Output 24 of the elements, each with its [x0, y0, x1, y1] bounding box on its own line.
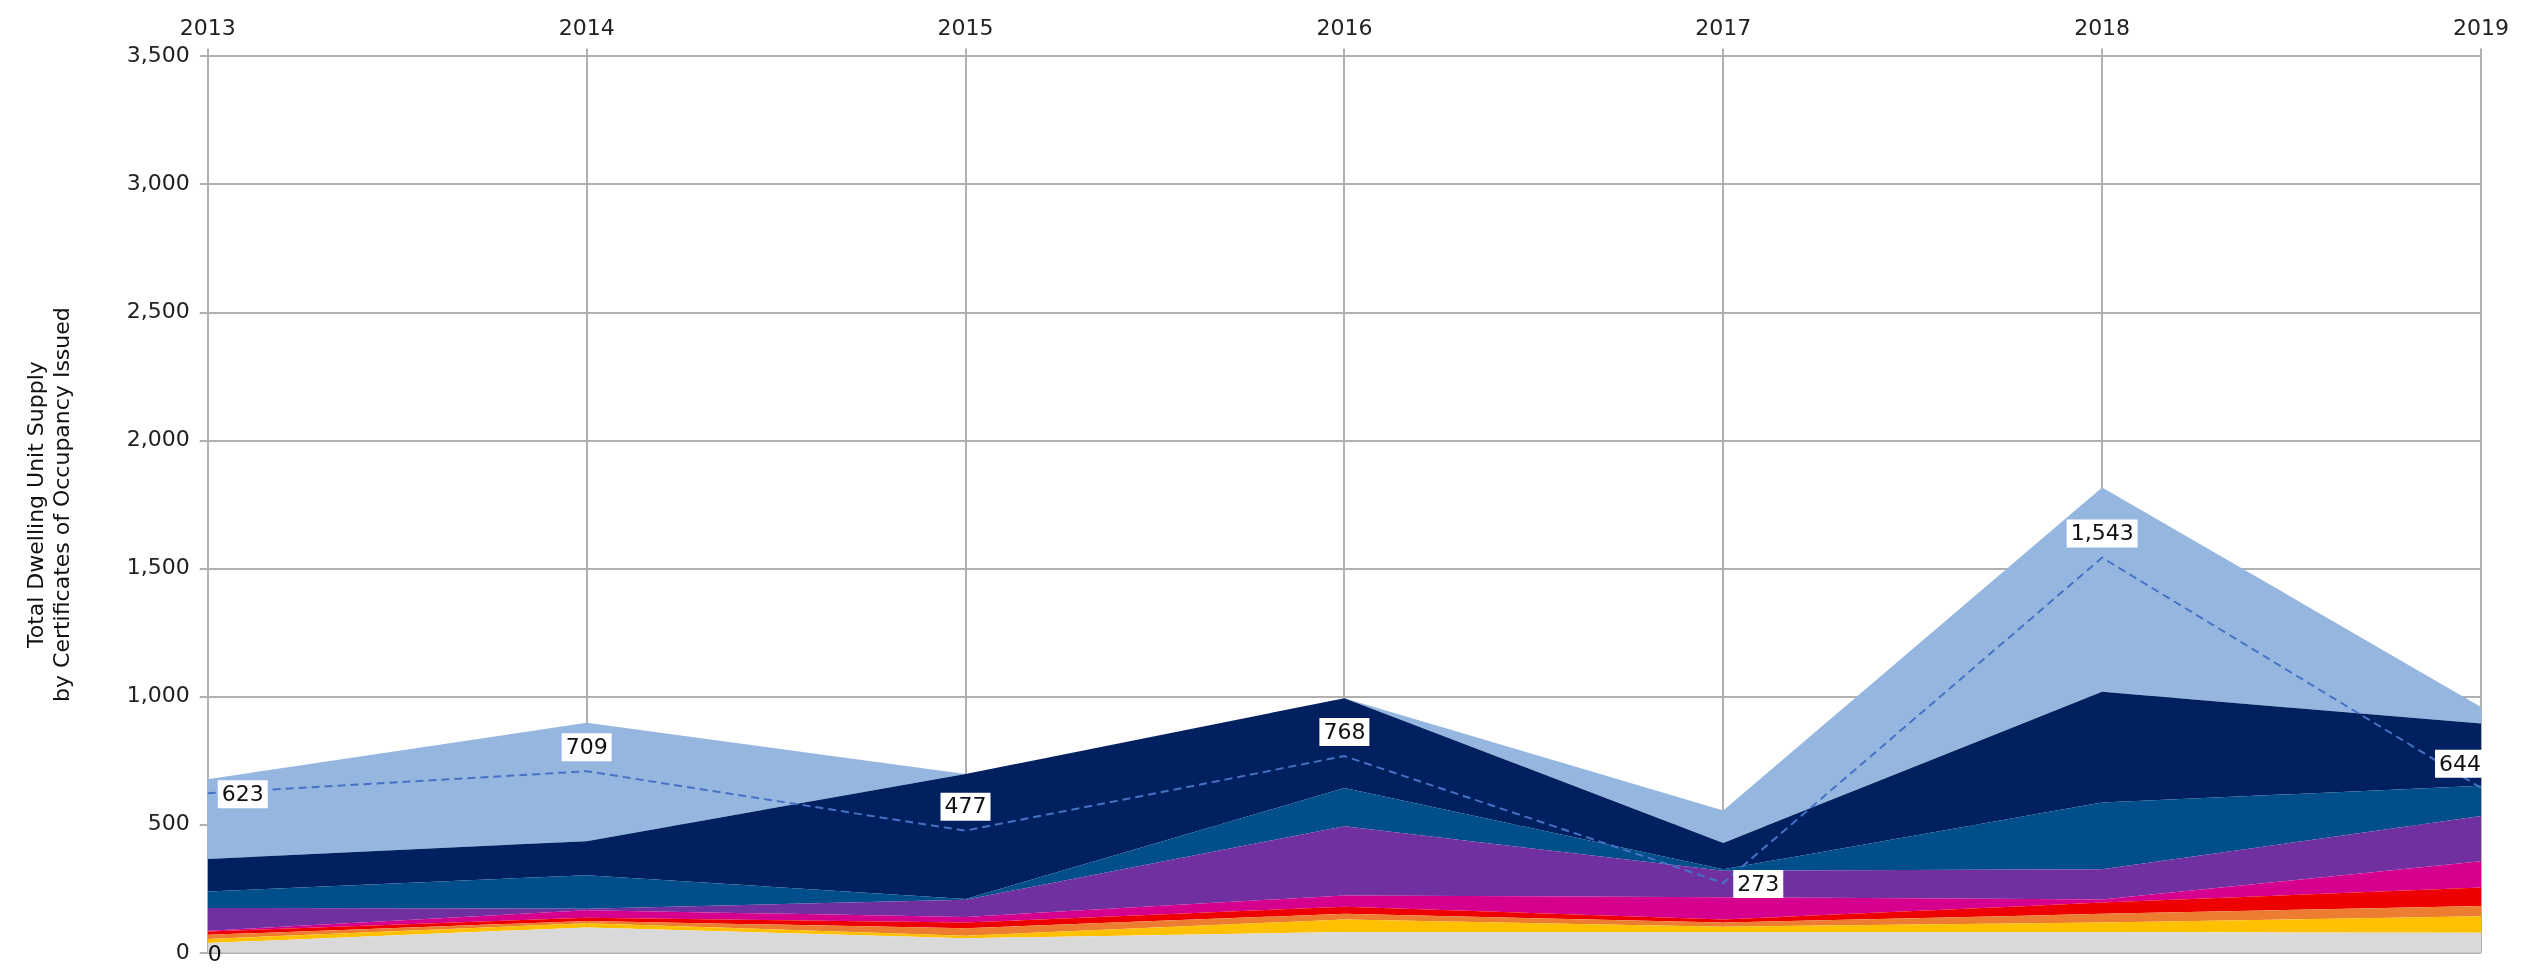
y-tick-label: 0 — [175, 938, 190, 964]
data-label: 709 — [565, 733, 608, 759]
y-tick-label: 1,000 — [126, 682, 190, 708]
y-tick-label: 2,000 — [126, 426, 190, 452]
x-tick-label: 2016 — [1316, 14, 1373, 40]
annotation: 0 — [207, 940, 222, 966]
y-tick-label: 2,500 — [126, 298, 190, 324]
data-label: 623 — [221, 780, 264, 806]
y-tick-label: 3,000 — [126, 170, 190, 196]
data-label: 477 — [944, 793, 987, 819]
data-label: 644 — [2439, 750, 2481, 776]
x-tick-label: 2014 — [558, 14, 615, 40]
x-tick-label: 2019 — [2453, 14, 2509, 40]
x-tick-label: 2018 — [2074, 14, 2131, 40]
y-tick-label: 500 — [147, 810, 190, 836]
y-tick-label: 3,500 — [126, 42, 190, 68]
x-tick-label: 2015 — [937, 14, 994, 40]
y-tick-label: 1,500 — [126, 554, 190, 580]
data-label: 1,543 — [2070, 520, 2134, 546]
data-label: 273 — [1737, 870, 1780, 896]
x-tick-label: 2017 — [1695, 14, 1752, 40]
x-tick-label: 2013 — [179, 14, 236, 40]
y-axis-title: Total Dwelling Unit Supply by Certificates of Occupancy Issued — [22, 307, 75, 702]
data-label: 768 — [1323, 718, 1366, 744]
